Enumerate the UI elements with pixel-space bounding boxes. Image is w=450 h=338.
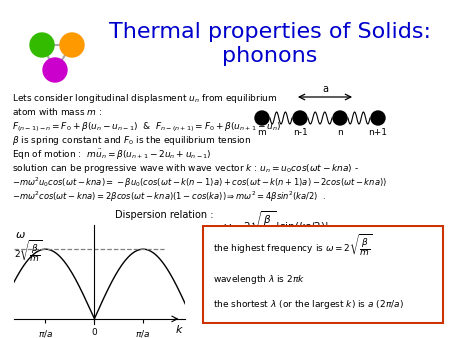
Text: $\beta$ is spring constant and $F_0$ is the equilibrium tension: $\beta$ is spring constant and $F_0$ is … [12, 134, 252, 147]
Text: $F_{(n-1)-n} = F_0 + \beta(u_n - u_{n-1})$  &  $F_{n-(n+1)} = F_0 + \beta(u_{n+1: $F_{(n-1)-n} = F_0 + \beta(u_n - u_{n-1}… [12, 120, 281, 134]
Text: m: m [257, 128, 266, 137]
Text: Dispersion relation :: Dispersion relation : [115, 210, 213, 220]
Text: n: n [337, 128, 343, 137]
Text: Lets consider longitudinal displasment $u_n$ from equilibrium: Lets consider longitudinal displasment $… [12, 92, 277, 105]
Text: $k$: $k$ [176, 323, 184, 335]
Text: the shortest $\lambda$ (or the largest $k$) is $a$ $(2\pi/a)$: the shortest $\lambda$ (or the largest $… [212, 297, 403, 311]
Text: a: a [322, 84, 328, 94]
Circle shape [371, 111, 385, 125]
Text: wavelength $\lambda$ is $2\pi k$: wavelength $\lambda$ is $2\pi k$ [212, 273, 305, 286]
Text: n-1: n-1 [292, 128, 307, 137]
FancyBboxPatch shape [202, 226, 443, 323]
Circle shape [43, 58, 67, 82]
Text: solution can be progressive wave with wave vector $k$ : $u_n = u_0cos(\omega t -: solution can be progressive wave with wa… [12, 162, 359, 175]
Circle shape [293, 111, 307, 125]
Text: atom with mass $m$ :: atom with mass $m$ : [12, 106, 102, 117]
Text: $\omega$: $\omega$ [15, 230, 26, 240]
Text: $-m\omega^2 u_0cos(\omega t - kna) = -\beta u_0(cos(\omega t - k(n-1)a) + cos(\o: $-m\omega^2 u_0cos(\omega t - kna) = -\b… [12, 176, 387, 190]
Text: $2\sqrt{\dfrac{\beta}{m}}$: $2\sqrt{\dfrac{\beta}{m}}$ [14, 239, 42, 264]
Text: Eqn of motion :  $m\ddot{u}_n = \beta(u_{n+1} - 2u_n + u_{n-1})$: Eqn of motion : $m\ddot{u}_n = \beta(u_{… [12, 148, 211, 162]
Text: the highest frequency is $\omega = 2\sqrt{\dfrac{\beta}{m}}$: the highest frequency is $\omega = 2\sqr… [212, 233, 372, 258]
Text: $\omega = 2\sqrt{\dfrac{\beta}{m}}\,|\sin(ka/2)|$: $\omega = 2\sqrt{\dfrac{\beta}{m}}\,|\si… [222, 210, 328, 238]
Text: $-m\omega^2cos(\omega t - kna) = 2\beta cos(\omega t - kna)(1 - cos(ka)) \Righta: $-m\omega^2cos(\omega t - kna) = 2\beta … [12, 190, 326, 204]
Text: Thermal properties of Solids:: Thermal properties of Solids: [109, 22, 431, 42]
Text: phonons: phonons [222, 46, 318, 66]
Circle shape [60, 33, 84, 57]
Circle shape [255, 111, 269, 125]
Circle shape [30, 33, 54, 57]
Text: n+1: n+1 [369, 128, 387, 137]
Circle shape [333, 111, 347, 125]
